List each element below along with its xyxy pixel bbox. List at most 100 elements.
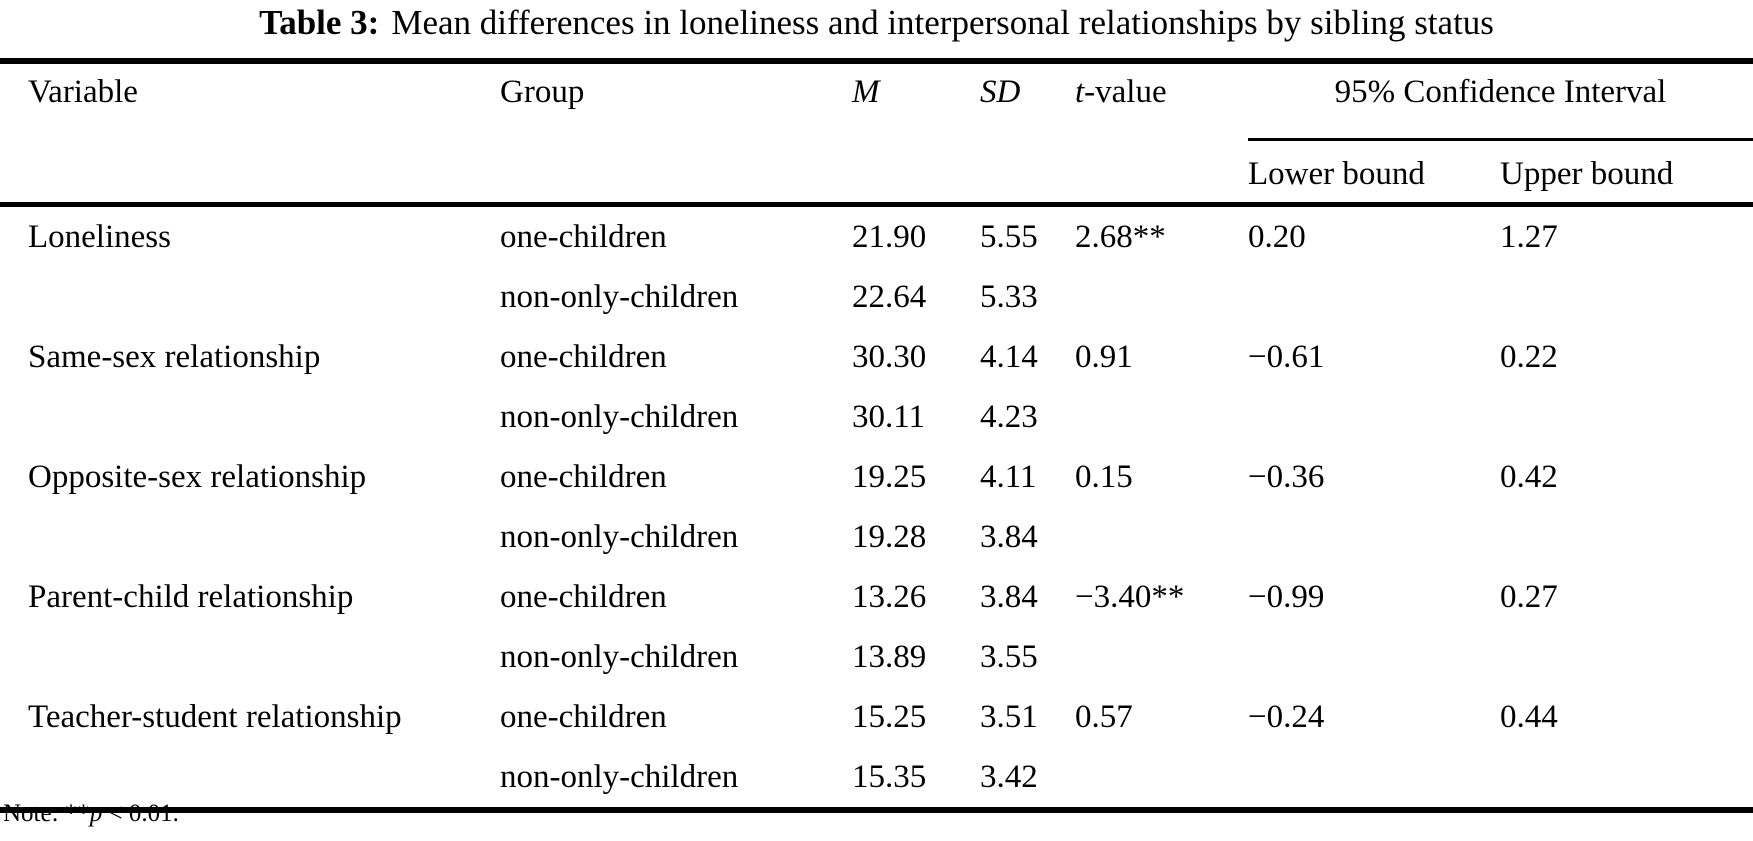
cell-m: 30.30 xyxy=(852,338,927,375)
col-header-upper-bound: Upper bound xyxy=(1500,156,1674,192)
cell-variable: Teacher-student relationship xyxy=(28,698,402,735)
cell-sd: 4.23 xyxy=(980,398,1038,435)
table-row: non-only-children 15.35 3.42 xyxy=(0,747,1753,810)
col-header-group: Group xyxy=(500,74,585,110)
cell-t xyxy=(1075,747,1248,810)
cell-upper xyxy=(1500,627,1753,687)
cell-m: 15.25 xyxy=(852,698,927,735)
cell-sd: 3.51 xyxy=(980,698,1038,735)
cell-group: one-children xyxy=(500,338,667,375)
table-title: Table 3: Mean differences in loneliness a… xyxy=(0,3,1753,43)
cell-upper xyxy=(1500,387,1753,447)
table-row: Loneliness one-children 21.90 5.55 2.68** 0.2… xyxy=(0,205,1753,268)
cell-upper: 0.27 xyxy=(1500,578,1558,615)
cell-sd: 3.42 xyxy=(980,758,1038,795)
cell-t xyxy=(1075,627,1248,687)
t-value-italic-part: t xyxy=(1075,74,1085,110)
cell-lower: −0.61 xyxy=(1248,338,1325,375)
cell-lower: 0.20 xyxy=(1248,218,1306,255)
table-row: non-only-children 30.11 4.23 xyxy=(0,387,1753,447)
cell-m: 13.89 xyxy=(852,638,927,675)
table-row: Same-sex relationship one-children 30.30 4.… xyxy=(0,327,1753,387)
cell-m: 30.11 xyxy=(852,398,926,435)
cell-variable: Same-sex relationship xyxy=(28,338,321,375)
cell-lower: −0.24 xyxy=(1248,698,1325,735)
cell-upper xyxy=(1500,267,1753,327)
cell-t: −3.40** xyxy=(1075,578,1185,615)
cell-sd: 3.55 xyxy=(980,638,1038,675)
table-row: Teacher-student relationship one-children… xyxy=(0,687,1753,747)
cell-lower: −0.99 xyxy=(1248,578,1325,615)
cell-lower xyxy=(1248,267,1500,327)
cell-group: non-only-children xyxy=(500,638,739,675)
col-header-mean: M xyxy=(852,74,880,110)
stats-table: Variable Group M SD t-value 95% Confiden… xyxy=(0,58,1753,813)
table-row: non-only-children 22.64 5.33 xyxy=(0,267,1753,327)
table-title-text: Mean differences in loneliness and inter… xyxy=(391,3,1494,42)
footnote-prefix: Note: ** xyxy=(3,800,90,827)
cell-variable xyxy=(0,387,500,447)
table-header: Variable Group M SD t-value 95% Confiden… xyxy=(0,61,1753,205)
cell-m: 21.90 xyxy=(852,218,927,255)
cell-m: 22.64 xyxy=(852,278,927,315)
cell-t: 0.91 xyxy=(1075,338,1133,375)
cell-lower: −0.36 xyxy=(1248,458,1325,495)
cell-variable xyxy=(0,267,500,327)
cell-group: non-only-children xyxy=(500,398,739,435)
cell-group: non-only-children xyxy=(500,758,739,795)
cell-sd: 4.11 xyxy=(980,458,1037,495)
table-title-label: Table 3: xyxy=(259,3,380,42)
cell-m: 19.28 xyxy=(852,518,927,555)
cell-m: 13.26 xyxy=(852,578,927,615)
cell-lower xyxy=(1248,387,1500,447)
cell-variable: Opposite-sex relationship xyxy=(28,458,367,495)
cell-lower xyxy=(1248,627,1500,687)
cell-lower xyxy=(1248,507,1500,567)
cell-sd: 3.84 xyxy=(980,578,1038,615)
cell-group: non-only-children xyxy=(500,278,739,315)
col-header-sd: SD xyxy=(980,74,1021,110)
cell-t: 2.68** xyxy=(1075,218,1166,255)
col-header-lower-bound: Lower bound xyxy=(1248,156,1425,192)
cell-group: non-only-children xyxy=(500,518,739,555)
cell-group: one-children xyxy=(500,458,667,495)
table-row: non-only-children 19.28 3.84 xyxy=(0,507,1753,567)
table-body: Loneliness one-children 21.90 5.55 2.68** 0.2… xyxy=(0,205,1753,811)
t-value-rest-part: -value xyxy=(1084,74,1167,110)
cell-t xyxy=(1075,267,1248,327)
cell-group: one-children xyxy=(500,578,667,615)
cell-sd: 3.84 xyxy=(980,518,1038,555)
cell-upper: 0.42 xyxy=(1500,458,1558,495)
cell-upper: 1.27 xyxy=(1500,218,1558,255)
cell-sd: 5.55 xyxy=(980,218,1038,255)
cell-m: 19.25 xyxy=(852,458,927,495)
cell-t: 0.57 xyxy=(1075,698,1133,735)
cell-sd: 4.14 xyxy=(980,338,1038,375)
cell-group: one-children xyxy=(500,218,667,255)
col-header-confidence-interval: 95% Confidence Interval xyxy=(1248,61,1753,141)
cell-sd: 5.33 xyxy=(980,278,1038,315)
cell-t xyxy=(1075,387,1248,447)
cell-variable xyxy=(0,507,500,567)
cell-upper xyxy=(1500,747,1753,810)
footnote: Note: **p < 0.01. xyxy=(3,800,179,828)
cell-variable: Loneliness xyxy=(28,218,171,255)
footnote-p-symbol: p xyxy=(89,800,103,827)
table-row: non-only-children 13.89 3.55 xyxy=(0,627,1753,687)
col-header-variable: Variable xyxy=(28,74,138,110)
cell-upper: 0.44 xyxy=(1500,698,1558,735)
footnote-suffix: < 0.01. xyxy=(102,800,179,827)
cell-upper: 0.22 xyxy=(1500,338,1558,375)
cell-t xyxy=(1075,507,1248,567)
table-row: Opposite-sex relationship one-children 19.… xyxy=(0,447,1753,507)
cell-t: 0.15 xyxy=(1075,458,1133,495)
cell-m: 15.35 xyxy=(852,758,927,795)
cell-upper xyxy=(1500,507,1753,567)
col-header-t-value: t-value xyxy=(1075,61,1248,205)
cell-variable xyxy=(0,627,500,687)
cell-group: one-children xyxy=(500,698,667,735)
cell-variable: Parent-child relationship xyxy=(28,578,354,615)
cell-lower xyxy=(1248,747,1500,810)
table-row: Parent-child relationship one-children 13.… xyxy=(0,567,1753,627)
